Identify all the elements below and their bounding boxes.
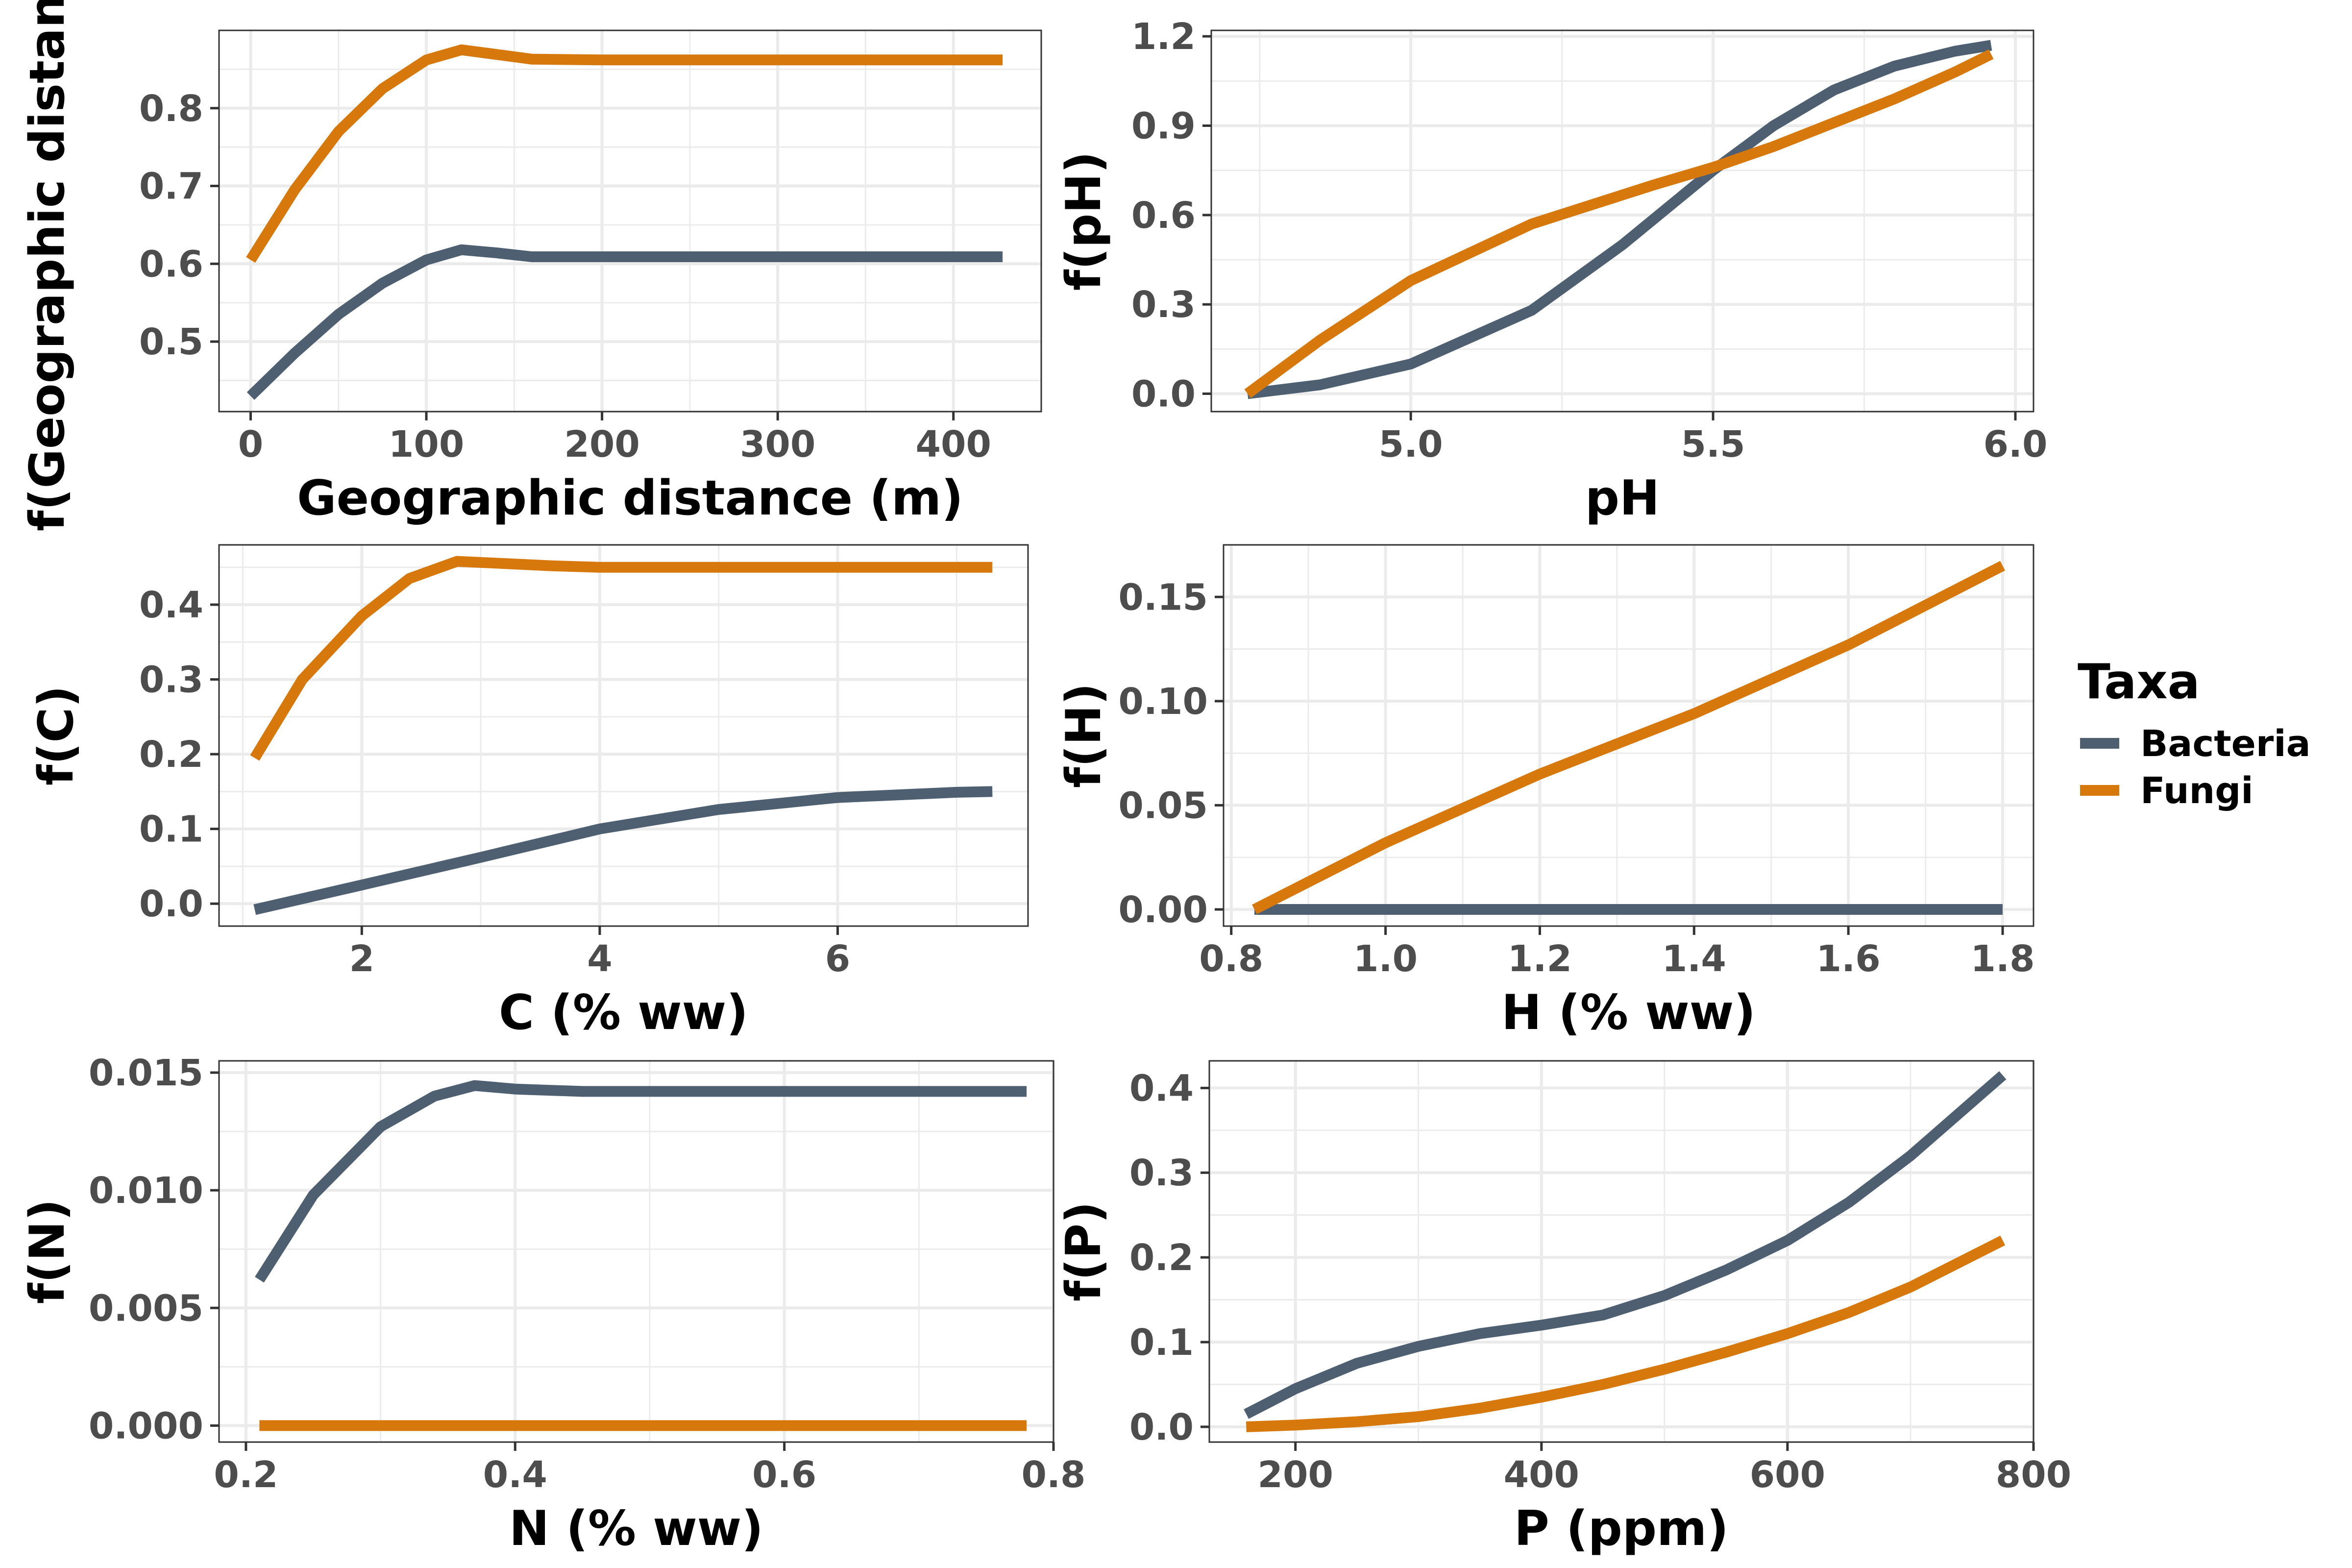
y-tick-label: 0.5: [139, 321, 203, 363]
y-tick-label: 0.0: [1129, 1406, 1194, 1448]
panel-6-border: [1208, 1060, 2034, 1443]
series-line-fungi: [250, 556, 993, 761]
x-tick-label: 0.8: [1199, 938, 1263, 980]
series-line-fungi: [246, 44, 1003, 263]
y-tick-label: 0.4: [139, 584, 203, 626]
x-tick-label: 1.6: [1816, 938, 1881, 980]
x-tick-label: 1.8: [1970, 938, 2034, 980]
y-tick-label: 0.0: [139, 883, 203, 925]
x-axis-title: H (% ww): [1501, 985, 1756, 1041]
legend-title: Taxa: [2078, 654, 2200, 710]
y-tick-label: 0.7: [139, 166, 203, 208]
y-tick-label: 0.4: [1129, 1067, 1194, 1109]
panel-6: 200 400 600 800 0.0 0.1 0.2 0.3 0.4 P (ppm) f(P): [1056, 1060, 2071, 1557]
panel-5-border: [218, 1060, 1054, 1443]
x-axis-title: N (% ww): [509, 1501, 763, 1557]
x-tick-label: 0.6: [752, 1454, 816, 1496]
x-tick-label: 0.4: [483, 1454, 547, 1496]
panel-3-background: [219, 545, 1028, 926]
panel-3-border: [218, 544, 1029, 927]
y-tick-label: 0.8: [139, 88, 203, 130]
series-line-fungi: [1244, 49, 1994, 398]
x-tick-label: 0.8: [1021, 1454, 1085, 1496]
x-tick-label: 100: [389, 423, 464, 466]
series-line-fungi: [1252, 561, 2006, 914]
y-tick-label: 0.010: [89, 1170, 203, 1212]
panel-4-border: [1223, 544, 2034, 927]
y-axis-title: f(C): [28, 686, 84, 785]
y-tick-label: 0.0: [1131, 373, 1196, 416]
y-tick-label: 0.3: [1131, 284, 1196, 326]
y-tick-label: 0.2: [139, 734, 203, 776]
panel-3: 2 4 6 0.0 0.1 0.2 0.3 0.4 C (% ww) f(C): [28, 544, 1029, 1041]
y-axis-title: f(pH): [1056, 151, 1112, 291]
y-axis-title: f(H): [1056, 683, 1112, 788]
x-tick-label: 1.0: [1353, 938, 1418, 980]
y-tick-label: 0.1: [139, 808, 203, 851]
panel-1: 0 100 200 300 400 0.5 0.6 0.7 0.8 Geographic dist…: [20, 0, 1042, 531]
x-tick-label: 200: [1257, 1454, 1333, 1496]
x-tick-label: 6: [825, 938, 851, 980]
panel-5-background: [219, 1061, 1054, 1442]
y-tick-label: 0.1: [1129, 1322, 1194, 1364]
x-tick-label: 5.5: [1681, 423, 1745, 466]
series-line-bacteria: [255, 1080, 1027, 1283]
x-axis-title: pH: [1585, 470, 1660, 526]
y-tick-label: 0.3: [139, 659, 203, 701]
y-tick-label: 0.000: [89, 1405, 203, 1447]
legend: Taxa Bacteria Fungi: [2078, 654, 2311, 812]
y-tick-label: 0.005: [89, 1287, 203, 1329]
panel-1-border: [218, 29, 1042, 413]
y-tick-label: 0.6: [1131, 195, 1196, 237]
x-tick-label: 400: [915, 423, 991, 466]
y-tick-label: 0.15: [1118, 576, 1208, 618]
panel-1-background: [219, 30, 1041, 412]
series-line-fungi: [1246, 1235, 2006, 1432]
series-line-bacteria: [253, 786, 993, 915]
x-axis-title: C (% ww): [499, 985, 748, 1041]
x-tick-label: 0.2: [214, 1454, 278, 1496]
y-axis-title: f(N): [20, 1199, 75, 1304]
x-tick-label: 800: [1996, 1454, 2071, 1496]
x-tick-label: 6.0: [1983, 423, 2047, 466]
y-axis-title: f(Geographic distance): [20, 0, 75, 531]
y-tick-label: 0.6: [139, 243, 203, 285]
x-tick-label: 0: [238, 423, 264, 466]
x-axis-title: P (ppm): [1514, 1501, 1729, 1557]
x-tick-label: 4: [587, 938, 612, 980]
x-tick-label: 300: [740, 423, 815, 466]
y-tick-label: 0.10: [1118, 681, 1208, 723]
series-line-bacteria: [246, 244, 1003, 400]
y-tick-label: 0.3: [1129, 1152, 1194, 1194]
legend-label-bacteria: Bacteria: [2140, 723, 2311, 765]
x-tick-label: 1.4: [1662, 938, 1726, 980]
panel-2-border: [1210, 29, 2034, 413]
x-tick-label: 5.0: [1379, 423, 1443, 466]
y-tick-label: 0.015: [89, 1052, 203, 1094]
x-tick-label: 1.2: [1508, 938, 1572, 980]
y-tick-label: 0.2: [1129, 1237, 1194, 1279]
y-tick-label: 0.00: [1118, 889, 1208, 931]
panel-5: 0.2 0.4 0.6 0.8 0.000 0.005 0.010 0.015 N (% ww)…: [20, 1052, 1086, 1557]
y-axis-title: f(P): [1056, 1201, 1112, 1301]
legend-label-fungi: Fungi: [2140, 770, 2254, 812]
series-line-bacteria: [1244, 1071, 2007, 1419]
y-tick-label: 1.2: [1131, 16, 1196, 58]
panel-2: 5.0 5.5 6.0 0.0 0.3 0.6 0.9 1.2 pH f(pH): [1056, 16, 2048, 526]
y-tick-label: 0.05: [1118, 784, 1208, 827]
x-tick-label: 2: [349, 938, 375, 980]
x-tick-label: 200: [564, 423, 639, 466]
x-tick-label: 400: [1504, 1454, 1579, 1496]
x-tick-label: 600: [1750, 1454, 1825, 1496]
y-tick-label: 0.9: [1131, 105, 1196, 147]
panel-4: 0.8 1.0 1.2 1.4 1.6 1.8 0.00 0.05 0.10 0.15 H (% w…: [1056, 544, 2035, 1041]
x-axis-title: Geographic distance (m): [297, 470, 963, 526]
